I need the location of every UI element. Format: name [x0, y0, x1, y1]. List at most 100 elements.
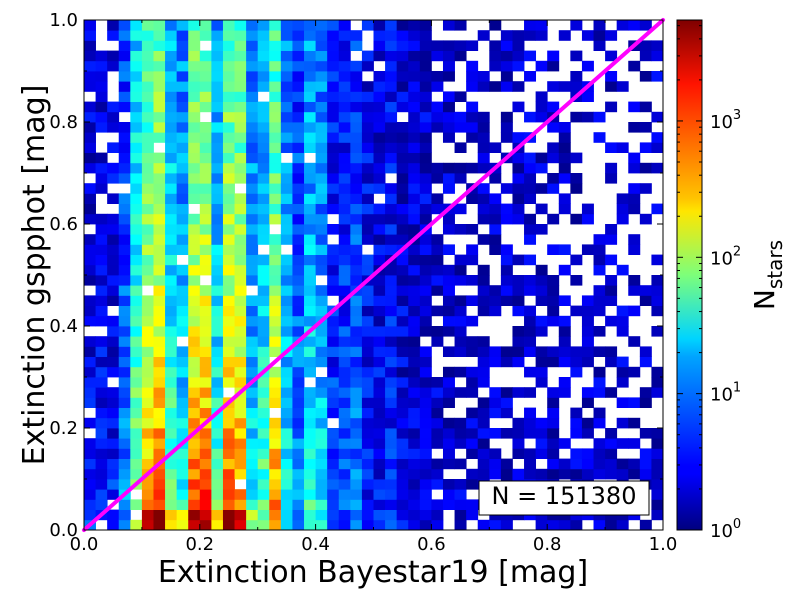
heatmap-cell — [257, 101, 270, 113]
heatmap-cell — [338, 264, 351, 276]
heatmap-cell — [350, 356, 363, 368]
heatmap-cell — [408, 499, 421, 510]
heatmap-cell — [107, 193, 120, 204]
heatmap-cell — [153, 203, 166, 215]
heatmap-cell — [107, 111, 120, 123]
heatmap-cell — [466, 377, 479, 388]
heatmap-cell — [593, 132, 606, 143]
heatmap-cell — [280, 438, 293, 449]
heatmap-cell — [616, 20, 629, 31]
heatmap-cell — [558, 315, 571, 327]
heatmap-cell — [431, 397, 444, 408]
heatmap-cell — [269, 275, 282, 286]
heatmap-cell — [176, 428, 189, 439]
heatmap-cell — [211, 285, 224, 296]
heatmap-cell — [547, 285, 560, 296]
count-annotation-box — [478, 480, 650, 516]
heatmap-cell — [558, 264, 571, 276]
heatmap-cell — [165, 479, 178, 490]
heatmap-cell — [431, 264, 444, 276]
heatmap-cell — [234, 519, 247, 530]
heatmap-cell — [165, 285, 178, 296]
heatmap-cell — [130, 132, 143, 143]
heatmap-cell — [84, 71, 96, 82]
heatmap-cell — [280, 458, 293, 470]
heatmap-cell — [385, 326, 398, 337]
heatmap-cell — [396, 20, 409, 31]
heatmap-cell — [269, 173, 282, 184]
heatmap-cell — [292, 479, 305, 490]
heatmap-cell — [153, 91, 166, 102]
heatmap-cell — [477, 428, 490, 439]
heatmap-cell — [431, 111, 444, 123]
heatmap-cell — [361, 468, 374, 480]
heatmap-cell — [234, 458, 247, 470]
heatmap-cell — [327, 397, 340, 408]
heatmap-cell — [315, 71, 328, 82]
heatmap-cell — [454, 275, 467, 286]
heatmap-cell — [385, 142, 398, 153]
heatmap-cell — [107, 509, 120, 521]
heatmap-cell — [628, 275, 641, 286]
heatmap-cell — [257, 519, 270, 530]
heatmap-cell — [385, 489, 398, 500]
heatmap-cell — [361, 438, 374, 449]
heatmap-cell — [107, 234, 120, 245]
heatmap-cell — [431, 193, 444, 204]
heatmap-cell — [616, 458, 629, 470]
heatmap-cell — [489, 519, 502, 530]
heatmap-cell — [95, 71, 108, 82]
heatmap-cell — [199, 468, 212, 480]
heatmap-cell — [489, 448, 502, 459]
heatmap-cell — [524, 50, 537, 62]
heatmap-cell — [269, 509, 282, 521]
heatmap-cell — [141, 377, 154, 388]
heatmap-cell — [408, 448, 421, 459]
heatmap-cell — [315, 468, 328, 480]
heatmap-cell — [141, 264, 154, 276]
heatmap-cell — [176, 458, 189, 470]
heatmap-cell — [211, 397, 224, 408]
heatmap-cell — [95, 397, 108, 408]
heatmap-cell — [165, 81, 178, 92]
heatmap-cell — [246, 407, 259, 419]
heatmap-cell — [419, 448, 432, 459]
heatmap-cell — [385, 468, 398, 480]
heatmap-cell — [257, 315, 270, 327]
heatmap-cell — [558, 193, 571, 204]
heatmap-cell — [327, 448, 340, 459]
heatmap-cell — [639, 346, 652, 357]
heatmap-cell — [442, 20, 455, 31]
heatmap-cell — [292, 438, 305, 449]
heatmap-cell — [605, 71, 618, 82]
heatmap-cell — [292, 203, 305, 215]
heatmap-cell — [84, 20, 96, 31]
heatmap-cell — [385, 60, 398, 72]
heatmap-cell — [292, 132, 305, 143]
heatmap-cell — [547, 50, 560, 62]
heatmap-cell — [477, 305, 490, 317]
heatmap-cell — [211, 377, 224, 388]
heatmap-cell — [454, 295, 467, 306]
heatmap-cell — [535, 30, 548, 41]
heatmap-cell — [304, 234, 316, 245]
heatmap-cell — [315, 448, 328, 459]
heatmap-cell — [153, 264, 166, 276]
heatmap-cell — [373, 20, 386, 31]
heatmap-cell — [165, 336, 178, 347]
heatmap-cell — [257, 162, 270, 174]
heatmap-cell — [605, 50, 618, 62]
heatmap-cell — [570, 71, 583, 82]
heatmap-cell — [130, 326, 143, 337]
heatmap-cell — [84, 234, 96, 245]
heatmap-cell — [107, 346, 120, 357]
heatmap-cell — [616, 81, 629, 92]
heatmap-cell — [547, 448, 560, 459]
heatmap-cell — [222, 489, 235, 500]
heatmap-cell — [246, 30, 259, 41]
heatmap-cell — [570, 50, 583, 62]
heatmap-cell — [165, 407, 178, 419]
heatmap-cell — [246, 91, 259, 102]
heatmap-cell — [500, 60, 513, 72]
heatmap-cell — [292, 162, 305, 174]
